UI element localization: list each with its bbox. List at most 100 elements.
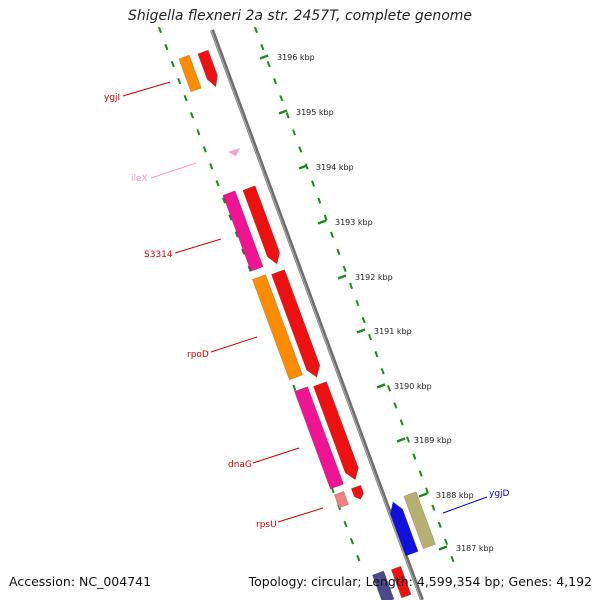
minor-tick	[336, 248, 341, 255]
map-title: Shigella flexneri 2a str. 2457T, complet…	[127, 8, 473, 24]
minor-tick	[399, 419, 404, 426]
minor-tick	[437, 521, 442, 528]
scale-label: 3195 kbp	[296, 108, 334, 117]
scale-label: 3189 kbp	[414, 436, 452, 445]
genome-backbone	[210, 29, 424, 600]
gene-label-S3314[interactable]: S3314	[144, 250, 173, 260]
gene-S3314	[222, 190, 264, 272]
scale-label: 3188 kbp	[436, 491, 474, 500]
minor-tick	[215, 180, 220, 187]
cds-S3314	[242, 185, 280, 265]
major-tick	[376, 383, 386, 389]
minor-tick	[158, 26, 162, 34]
minor-tick	[425, 487, 430, 494]
leader-line	[122, 81, 171, 97]
leader-line	[442, 496, 488, 514]
scale-label: 3192 kbp	[355, 273, 393, 282]
major-tick	[259, 54, 269, 60]
minor-tick	[190, 112, 194, 119]
minor-tick	[356, 555, 361, 562]
cds-rpsU	[350, 484, 364, 500]
major-tick	[317, 219, 327, 225]
major-tick	[396, 437, 406, 443]
minor-tick	[330, 231, 335, 238]
scale-label: 3191 kbp	[374, 327, 412, 336]
minor-tick	[241, 248, 246, 255]
minor-tick	[323, 214, 328, 221]
gene-label-ileX[interactable]: ileX	[131, 174, 148, 184]
minor-tick	[228, 214, 233, 221]
minor-tick	[418, 470, 423, 477]
minor-tick	[260, 43, 265, 51]
minor-tick	[209, 163, 214, 170]
minor-tick	[387, 385, 392, 392]
minor-tick	[406, 436, 411, 443]
gene-label-ygjI[interactable]: ygjI	[104, 93, 120, 103]
scale-label: 3190 kbp	[394, 382, 432, 391]
genome-backbone-highlight	[210, 29, 422, 600]
minor-tick	[444, 538, 449, 546]
scale-label: 3194 kbp	[316, 163, 354, 172]
scale-label: 3196 kbp	[277, 53, 315, 62]
leader-line	[174, 238, 222, 254]
gene-bottom-1	[371, 570, 395, 600]
minor-tick	[273, 78, 277, 85]
minor-tick	[292, 384, 297, 391]
minor-tick	[234, 231, 239, 238]
minor-tick	[183, 94, 188, 102]
cds-ygjI	[197, 49, 218, 88]
major-tick	[278, 109, 288, 115]
scale-label: 3187 kbp	[456, 544, 494, 553]
gene-rpsU	[333, 490, 349, 509]
minor-tick	[450, 555, 455, 563]
gene-label-rpsU[interactable]: rpsU	[256, 520, 277, 530]
gene-rpoD	[252, 274, 303, 381]
minor-tick	[311, 180, 315, 187]
topology-text: Topology: circular; Length: 4,599,354 bp…	[248, 574, 592, 589]
leader-line	[150, 162, 197, 179]
minor-tick	[170, 60, 175, 68]
minor-tick	[412, 453, 417, 460]
gene-ygjI	[178, 54, 202, 93]
gene-labels: ygjI ileX S3314 rpoD dnaG rpsU ygjD	[104, 81, 510, 530]
minor-tick	[292, 129, 296, 136]
minor-tick	[374, 351, 379, 358]
leader-line	[252, 447, 300, 464]
features	[178, 49, 436, 600]
trna-ileX	[228, 148, 240, 156]
gene-ygjD	[403, 491, 436, 550]
major-tick	[418, 492, 428, 498]
minor-tick	[368, 333, 373, 341]
minor-tick	[349, 282, 354, 290]
scale-label: 3193 kbp	[335, 218, 373, 227]
gene-label-rpoD[interactable]: rpoD	[187, 350, 209, 360]
minor-tick	[298, 146, 303, 153]
scale-labels: 3196 kbp 3195 kbp 3194 kbp 3193 kbp 3192 kbp…	[259, 53, 494, 553]
minor-tick	[431, 504, 436, 511]
minor-tick	[285, 112, 290, 119]
accession-text: Accession: NC_004741	[9, 574, 152, 589]
minor-tick	[279, 95, 284, 102]
gene-label-ygjD[interactable]: ygjD	[489, 489, 510, 499]
minor-tick	[266, 60, 271, 68]
minor-tick	[342, 265, 347, 273]
gene-label-dnaG[interactable]: dnaG	[228, 460, 252, 470]
major-tick	[298, 164, 308, 170]
gene-dnaG	[294, 386, 344, 490]
minor-tick	[164, 43, 169, 51]
minor-tick	[343, 520, 348, 528]
minor-tick	[221, 197, 226, 204]
minor-tick	[393, 402, 398, 409]
minor-tick	[380, 368, 385, 375]
minor-tick	[355, 299, 360, 307]
major-tick	[438, 545, 448, 551]
minor-tick	[196, 129, 201, 136]
minor-tick	[254, 26, 258, 34]
minor-tick	[202, 146, 207, 153]
cds-dnaG	[313, 381, 359, 481]
minor-tick	[247, 265, 252, 272]
major-tick	[337, 274, 347, 280]
leader-line	[210, 336, 258, 353]
minor-tick	[317, 197, 322, 204]
